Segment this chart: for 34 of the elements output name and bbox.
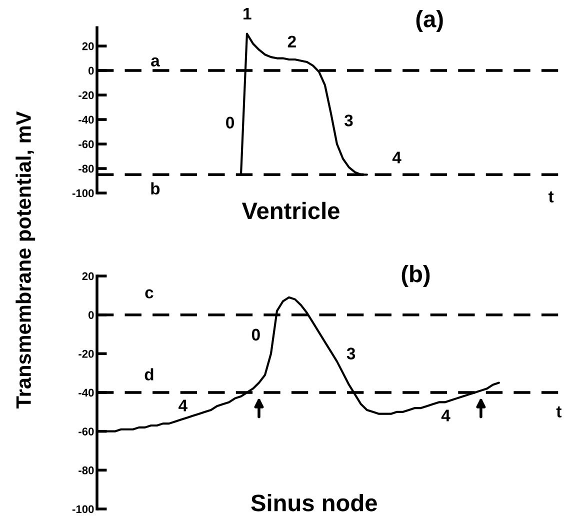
- y-tick-label: -80: [78, 466, 94, 474]
- y-axis-title: Transmembrane potential, mV: [16, 111, 36, 409]
- annotation: 0: [252, 328, 260, 341]
- y-tick-label: 20: [82, 42, 94, 50]
- ref-line-label: d: [144, 368, 154, 380]
- ref-line-label: a: [151, 57, 160, 67]
- chart-title: (b): [402, 265, 430, 288]
- y-tick-label: -80: [78, 164, 94, 173]
- y-tick-label: -60: [78, 428, 94, 436]
- annotation: 4: [441, 410, 450, 422]
- text: 1: [244, 8, 252, 20]
- y-tick-label: -100: [72, 189, 94, 198]
- x-axis-title: Ventricle: [242, 202, 340, 220]
- annotation: t: [556, 406, 562, 418]
- y-tick-label: -60: [78, 140, 94, 148]
- chart-title: (a): [416, 10, 443, 32]
- y-tick-label: 20: [82, 272, 94, 280]
- ref-line-label: c: [145, 289, 154, 298]
- annotation: 3: [346, 348, 356, 360]
- annotation: 3: [344, 114, 353, 126]
- annotation: 4: [392, 152, 402, 164]
- annotation: t: [548, 191, 554, 202]
- y-tick-label: 0: [88, 311, 94, 319]
- x-axis-title: Sinus node: [251, 494, 377, 512]
- annotation: 4: [178, 400, 188, 412]
- ref-line-label: b: [151, 182, 160, 195]
- y-tick-label: -100: [72, 505, 94, 514]
- annotation: 0: [226, 116, 234, 129]
- y-tick-label: 0: [88, 66, 94, 75]
- y-tick-label: -20: [78, 350, 94, 358]
- y-tick-label: -40: [78, 388, 94, 397]
- y-tick-label: -40: [78, 116, 94, 124]
- y-tick-label: -20: [78, 91, 94, 100]
- annotation: 2: [288, 36, 296, 48]
